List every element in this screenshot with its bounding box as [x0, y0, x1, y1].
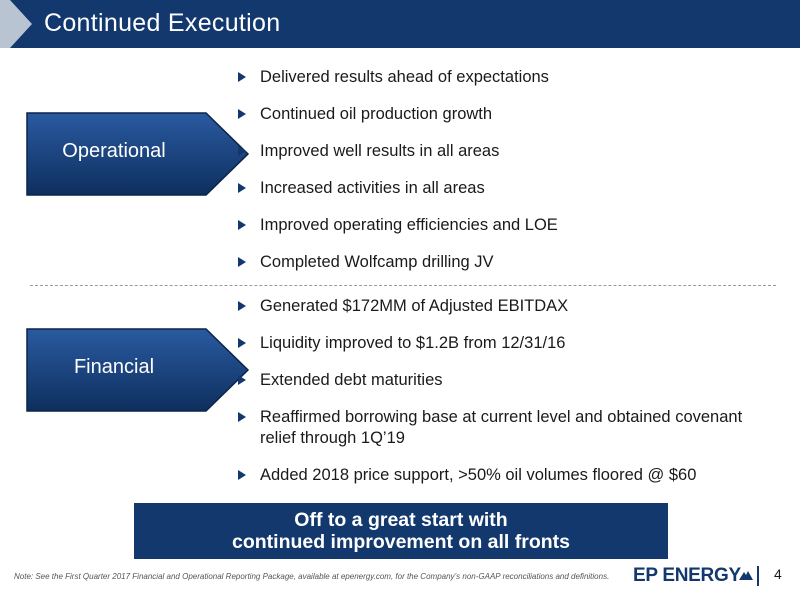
operational-label-box: Operational [26, 112, 250, 196]
slide-title: Continued Execution [44, 9, 281, 37]
triangle-bullet-icon [238, 301, 246, 311]
list-item: Completed Wolfcamp drilling JV [238, 252, 558, 273]
list-item: Delivered results ahead of expectations [238, 67, 558, 88]
list-item: Improved operating efficiencies and LOE [238, 215, 558, 236]
triangle-bullet-icon [238, 183, 246, 193]
mountain-logo-icon [739, 571, 753, 580]
list-item: Extended debt maturities [238, 370, 778, 391]
arrow-shape-icon [26, 328, 250, 412]
list-item: Reaffirmed borrowing base at current lev… [238, 407, 760, 449]
company-logo: EP ENERGY [633, 565, 741, 589]
page-number: 4 [774, 566, 782, 582]
page-separator [757, 566, 759, 586]
triangle-bullet-icon [238, 375, 246, 385]
financial-bullets: Generated $172MM of Adjusted EBITDAX Liq… [238, 296, 778, 486]
banner-line-1: Off to a great start with [294, 509, 508, 531]
arrow-shape-icon [26, 112, 250, 196]
list-item: Improved well results in all areas [238, 141, 558, 162]
operational-label: Operational [62, 140, 166, 162]
footnote: Note: See the First Quarter 2017 Financi… [14, 572, 610, 581]
triangle-bullet-icon [238, 338, 246, 348]
slide-header: Continued Execution [0, 0, 800, 48]
triangle-bullet-icon [238, 109, 246, 119]
triangle-bullet-icon [238, 72, 246, 82]
triangle-bullet-icon [238, 470, 246, 480]
banner-line-2: continued improvement on all fronts [231, 531, 571, 553]
triangle-bullet-icon [238, 412, 246, 422]
list-item: Generated $172MM of Adjusted EBITDAX [238, 296, 778, 317]
triangle-bullet-icon [238, 257, 246, 267]
logo-text: EP ENERGY [633, 565, 741, 586]
chevron-right-icon [0, 0, 32, 48]
list-item: Added 2018 price support, >50% oil volum… [238, 465, 778, 486]
financial-label: Financial [73, 356, 155, 378]
list-item: Continued oil production growth [238, 104, 558, 125]
section-divider [30, 285, 776, 286]
financial-label-box: Financial [26, 328, 250, 412]
list-item: Liquidity improved to $1.2B from 12/31/1… [238, 333, 778, 354]
list-item: Increased activities in all areas [238, 178, 558, 199]
triangle-bullet-icon [238, 146, 246, 156]
operational-bullets: Delivered results ahead of expectations … [238, 67, 558, 273]
summary-banner: Off to a great start with continued impr… [134, 503, 668, 559]
triangle-bullet-icon [238, 220, 246, 230]
